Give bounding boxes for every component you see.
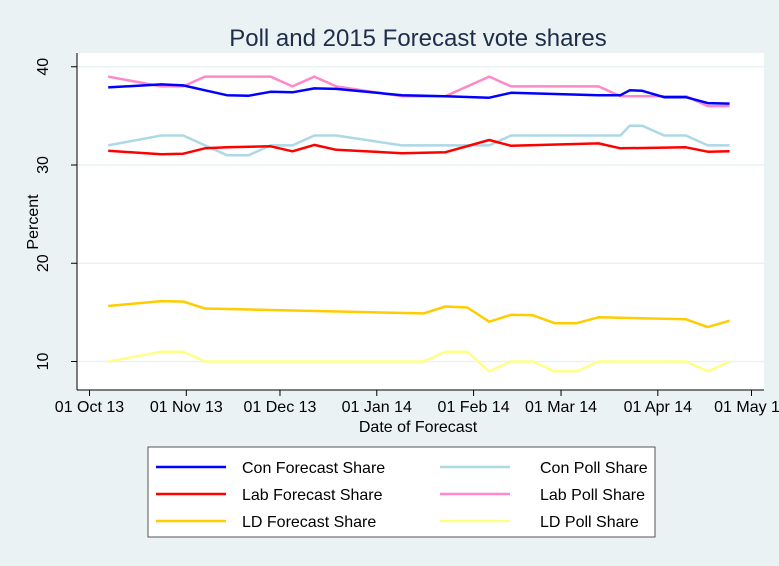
legend-box xyxy=(147,446,656,538)
series-line-ld-poll-share xyxy=(107,350,731,373)
y-tick-label: 30 xyxy=(35,156,52,174)
x-tick-label: 01 Feb 14 xyxy=(438,399,510,416)
x-tick-label: 01 Oct 13 xyxy=(55,399,124,416)
x-tick-label: 01 May 14 xyxy=(714,399,779,416)
y-axis-ticks: 10 20 30 40 xyxy=(35,58,77,371)
x-axis-title: Date of Forecast xyxy=(359,419,478,436)
legend: Con Forecast Share Con Poll Share Lab Fore… xyxy=(156,460,648,531)
series-line-con-forecast-share xyxy=(108,83,730,105)
y-axis-title: Percent xyxy=(25,194,42,250)
legend-label: Lab Forecast Share xyxy=(242,487,383,504)
chart-title: Poll and 2015 Forecast vote shares xyxy=(229,25,607,52)
legend-label: LD Poll Share xyxy=(540,514,639,531)
legend-label: Con Forecast Share xyxy=(242,460,385,477)
x-tick-label: 01 Nov 13 xyxy=(150,399,223,416)
x-tick-label: 01 Jan 14 xyxy=(342,399,412,416)
plot-area xyxy=(77,53,764,390)
series-lines xyxy=(107,75,731,373)
series-line-lab-forecast-share xyxy=(108,138,730,156)
series-line-con-poll-share xyxy=(107,124,730,157)
legend-label: Con Poll Share xyxy=(540,460,648,477)
x-axis-ticks: 01 Oct 13 01 Nov 13 01 Dec 13 01 Jan 14 01 F… xyxy=(55,390,779,416)
legend-label: Lab Poll Share xyxy=(540,487,645,504)
x-tick-label: 01 Apr 14 xyxy=(624,399,693,416)
series-line-ld-forecast-share xyxy=(108,299,730,329)
x-tick-label: 01 Mar 14 xyxy=(525,399,597,416)
legend-label: LD Forecast Share xyxy=(242,514,376,531)
y-tick-label: 20 xyxy=(35,254,52,272)
x-tick-label: 01 Dec 13 xyxy=(244,399,317,416)
y-tick-label: 10 xyxy=(35,353,52,371)
y-tick-label: 40 xyxy=(35,58,52,76)
